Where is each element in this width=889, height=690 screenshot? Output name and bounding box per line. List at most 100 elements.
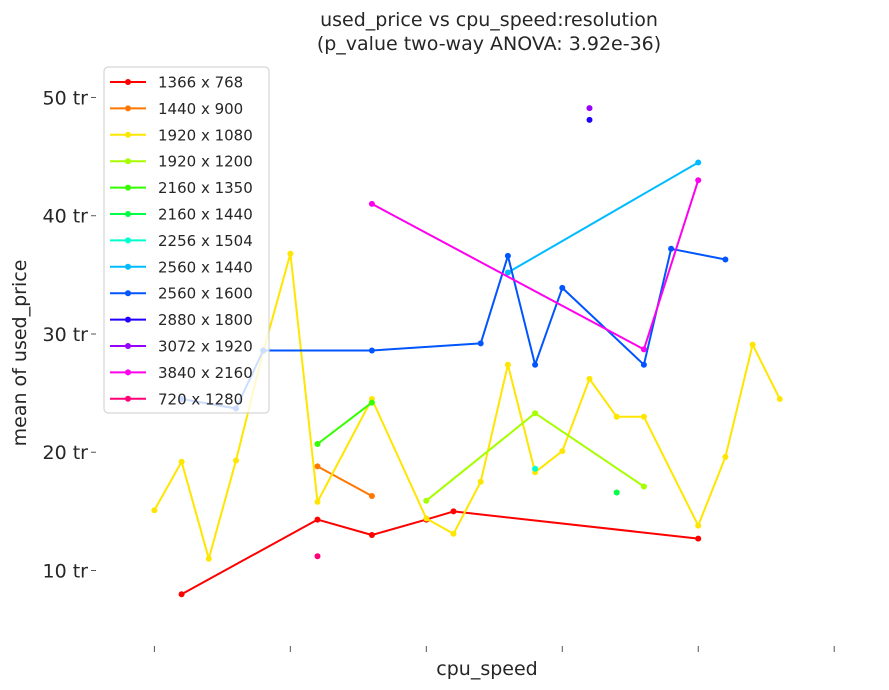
legend-marker — [125, 316, 131, 323]
legend-entry: 1440 x 900 — [110, 100, 243, 118]
legend-marker — [125, 158, 131, 165]
legend-entry: 720 x 1280 — [110, 390, 243, 408]
series-2160x1350 — [314, 399, 375, 447]
legend-label: 3072 x 1920 — [158, 338, 253, 356]
series-line — [317, 465, 373, 497]
legend-label: 1920 x 1200 — [158, 153, 253, 171]
data-point — [368, 200, 375, 207]
legend-label: 1440 x 900 — [158, 100, 243, 118]
data-point — [640, 483, 647, 490]
data-point — [504, 361, 511, 368]
legend-marker — [125, 263, 131, 270]
data-point — [776, 396, 783, 402]
x-axis — [153, 646, 835, 652]
data-point — [423, 497, 430, 504]
data-point — [586, 105, 593, 112]
data-point — [314, 516, 321, 523]
series-1920x1080 — [151, 250, 783, 562]
series-2160x1440 — [613, 489, 620, 496]
legend-label: 2160 x 1440 — [158, 206, 253, 224]
y-tick-label: 10 tr — [43, 560, 89, 582]
data-point — [695, 522, 702, 529]
legend-label: 2160 x 1350 — [158, 179, 253, 197]
legend: 1366 x 768 1440 x 900 1920 x 1080 1920 x 12… — [103, 66, 270, 414]
y-axis-label: mean of used_price — [9, 260, 31, 447]
chart-title-line1: used_price vs cpu_speed:resolution — [320, 9, 658, 31]
legend-marker — [125, 184, 131, 191]
legend-marker — [125, 369, 131, 376]
data-point — [178, 458, 185, 465]
data-point — [423, 515, 430, 522]
data-point — [504, 269, 511, 276]
series-line — [181, 510, 699, 596]
legend-entry: 1920 x 1080 — [110, 126, 253, 144]
series-line — [316, 401, 373, 445]
series-3840x2160 — [368, 177, 702, 353]
data-point — [532, 361, 539, 368]
y-tick-label: 50 tr — [43, 87, 89, 109]
data-point — [477, 478, 484, 485]
legend-marker — [125, 131, 131, 138]
data-point — [695, 159, 702, 166]
legend-label: 2560 x 1600 — [158, 285, 253, 303]
legend-label: 720 x 1280 — [158, 390, 243, 408]
data-point — [586, 375, 593, 382]
legend-entry: 1920 x 1200 — [110, 153, 253, 171]
data-point — [668, 245, 675, 252]
data-point — [640, 361, 647, 368]
data-point — [151, 507, 158, 514]
data-point — [640, 346, 647, 353]
legend-entry: 3840 x 2160 — [110, 364, 253, 382]
data-point — [450, 508, 457, 515]
data-point — [368, 399, 375, 406]
legend-marker — [125, 237, 131, 244]
legend-marker — [125, 105, 131, 112]
legend-label: 2880 x 1800 — [158, 311, 253, 329]
data-point — [233, 457, 239, 464]
legend-label: 1366 x 768 — [158, 74, 243, 92]
legend-label: 1920 x 1080 — [158, 126, 253, 144]
legend-marker — [125, 395, 131, 402]
data-point — [586, 116, 593, 123]
data-point — [722, 256, 729, 263]
series-2880x1800 — [586, 116, 593, 123]
legend-marker — [125, 79, 131, 85]
legend-label: 3840 x 2160 — [158, 364, 253, 382]
data-point — [178, 591, 185, 598]
legend-marker — [125, 211, 131, 217]
series-2256x1504 — [532, 465, 539, 472]
legend-label: 2560 x 1440 — [158, 258, 253, 276]
y-axis: 10 tr 20 tr 30 tr 40 tr 50 tr — [43, 87, 96, 582]
data-point — [695, 535, 702, 542]
legend-entry: 2880 x 1800 — [110, 311, 253, 329]
data-point — [532, 465, 539, 472]
legend-entry: 2160 x 1440 — [110, 206, 253, 224]
series-line — [425, 412, 645, 502]
data-point — [559, 448, 566, 455]
legend-entry: 2560 x 1600 — [110, 285, 253, 303]
y-tick-label: 40 tr — [43, 206, 89, 228]
data-point — [640, 413, 647, 420]
data-point — [613, 489, 620, 496]
data-point — [368, 493, 375, 499]
series-2560x1440 — [504, 159, 702, 276]
plot-series — [151, 105, 783, 598]
x-axis-label: cpu_speed — [436, 658, 537, 680]
data-point — [314, 553, 321, 560]
data-point — [205, 555, 212, 562]
data-point — [722, 454, 729, 460]
series-720x1280 — [314, 553, 321, 560]
data-point — [314, 441, 321, 447]
y-tick-label: 20 tr — [43, 442, 89, 464]
series-1366x768 — [178, 508, 702, 598]
legend-marker — [125, 290, 131, 297]
data-point — [695, 177, 702, 184]
legend-entry: 2160 x 1350 — [110, 179, 253, 197]
legend-entry: 2560 x 1440 — [110, 258, 253, 276]
chart-title-line2: (p_value two-way ANOVA: 3.92e-36) — [317, 33, 661, 55]
data-point — [613, 413, 620, 420]
data-point — [532, 410, 539, 417]
legend-entry: 3072 x 1920 — [110, 338, 253, 356]
legend-box — [103, 66, 270, 414]
